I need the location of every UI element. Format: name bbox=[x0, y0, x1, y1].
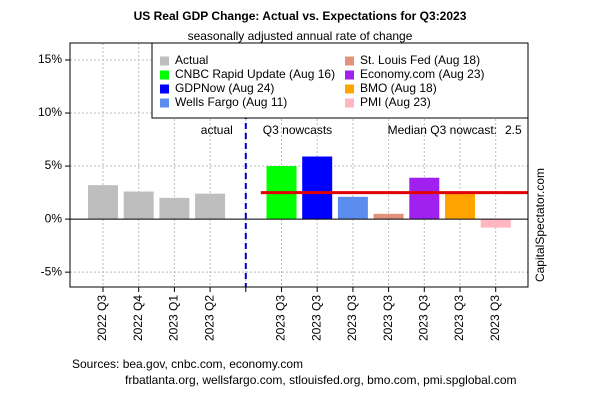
x-tick-label: 2023 Q3 bbox=[452, 295, 466, 341]
legend-label: GDPNow (Aug 24) bbox=[175, 81, 274, 95]
x-tick-label: 2023 Q3 bbox=[274, 295, 288, 341]
y-tick-label: 0% bbox=[45, 211, 63, 225]
y-tick-label: 15% bbox=[38, 52, 62, 66]
legend-label: CNBC Rapid Update (Aug 16) bbox=[175, 67, 335, 81]
bar bbox=[123, 191, 154, 220]
annotation: actual bbox=[201, 123, 233, 137]
bar bbox=[445, 192, 475, 220]
chart-subtitle: seasonally adjusted annual rate of chang… bbox=[188, 29, 413, 43]
bar bbox=[409, 177, 440, 220]
annotation: Q3 nowcasts bbox=[263, 123, 332, 137]
legend-swatch bbox=[345, 70, 354, 80]
legend-swatch bbox=[345, 84, 354, 94]
legend bbox=[151, 42, 529, 119]
bar bbox=[302, 156, 333, 220]
legend-label: PMI (Aug 23) bbox=[360, 95, 431, 109]
bar bbox=[195, 193, 226, 220]
legend-label: Wells Fargo (Aug 11) bbox=[175, 95, 287, 109]
legend-swatch bbox=[160, 84, 169, 94]
annotation: Median Q3 nowcast: bbox=[388, 123, 497, 137]
y-tick-label: 10% bbox=[38, 105, 62, 119]
sources: Sources: bea.gov, cnbc.com, economy.com bbox=[72, 357, 303, 371]
y-tick-label: 5% bbox=[45, 158, 63, 172]
legend-label: BMO (Aug 18) bbox=[360, 81, 437, 95]
chart-title: US Real GDP Change: Actual vs. Expectati… bbox=[134, 9, 467, 23]
bar bbox=[480, 219, 511, 228]
legend-swatch bbox=[160, 56, 169, 66]
sources: frbatlanta.org, wellsfargo.com, stlouisf… bbox=[125, 373, 517, 387]
x-tick-label: 2023 Q3 bbox=[345, 295, 359, 341]
x-tick-label: 2022 Q4 bbox=[131, 295, 145, 341]
legend-swatch bbox=[160, 98, 169, 108]
y-tick-label: -5% bbox=[41, 264, 63, 278]
annotation: 2.5 bbox=[505, 123, 522, 137]
x-tick-label: 2023 Q3 bbox=[488, 295, 502, 341]
x-tick-label: 2023 Q3 bbox=[416, 295, 430, 341]
legend-swatch bbox=[345, 56, 354, 66]
x-tick-label: 2023 Q3 bbox=[309, 295, 323, 341]
x-tick-label: 2023 Q1 bbox=[167, 295, 181, 341]
bar bbox=[373, 213, 404, 220]
watermark: CapitalSpectator.com bbox=[533, 168, 547, 282]
legend-label: Economy.com (Aug 23) bbox=[360, 67, 485, 81]
bar bbox=[159, 197, 190, 220]
legend-label: Actual bbox=[175, 53, 208, 67]
legend-swatch bbox=[345, 98, 354, 108]
x-tick-label: 2023 Q2 bbox=[202, 295, 216, 341]
legend-label: St. Louis Fed (Aug 18) bbox=[360, 53, 480, 67]
x-tick-label: 2023 Q3 bbox=[381, 295, 395, 341]
bar bbox=[88, 185, 118, 220]
bar bbox=[337, 196, 368, 220]
x-tick-label: 2022 Q3 bbox=[95, 295, 109, 341]
legend-swatch bbox=[160, 70, 169, 80]
